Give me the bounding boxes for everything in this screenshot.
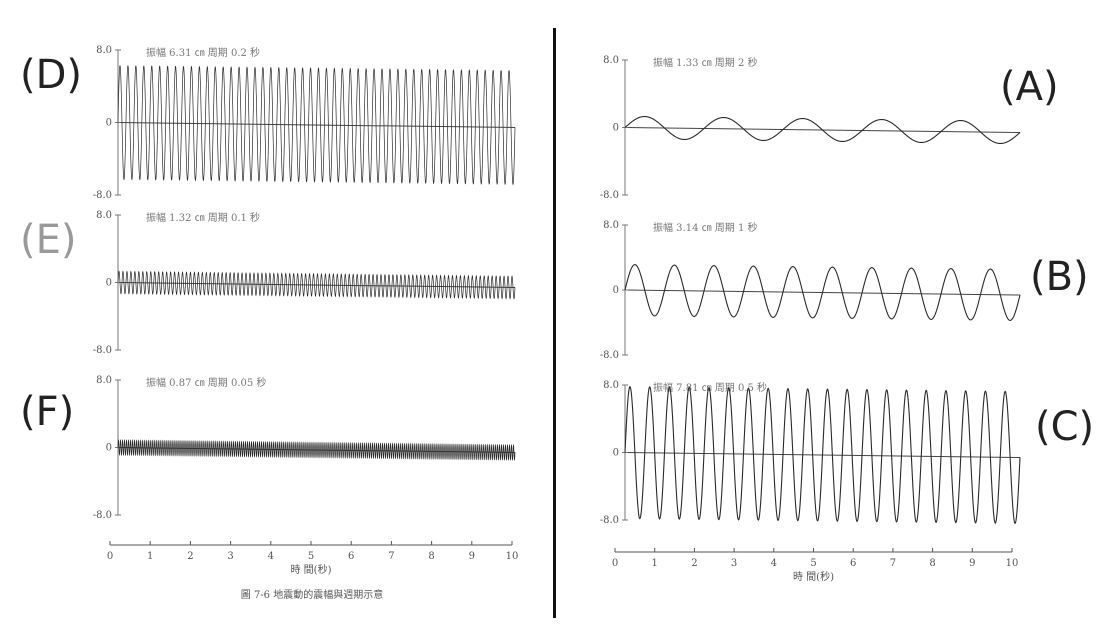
panel-letter: (E) (20, 217, 76, 263)
y-tick-label: 8.0 (603, 380, 619, 391)
figure-caption: 圖 7-6 地震動的震幅與週期示意 (241, 588, 383, 601)
y-tick-label: -8.0 (600, 190, 619, 201)
x-tick-label: 3 (731, 558, 737, 569)
panel-header: 振幅 3.14 ㎝ 周期 1 秒 (653, 221, 758, 234)
x-axis-label: 時 間(秒) (291, 563, 332, 576)
y-tick-label: -8.0 (93, 510, 112, 521)
panel-letter: (B) (1030, 254, 1089, 300)
panel-c: 8.0 0 -8.0 振幅 0.87 ㎝ 周期 0.05 秒 (F) (20, 375, 516, 521)
panel-a: 8.0 0 -8.0 振幅 6.31 ㎝ 周期 0.2 秒 (D) (20, 45, 516, 201)
x-tick-label: 5 (308, 551, 314, 562)
panel-header: 振幅 6.31 ㎝ 周期 0.2 秒 (146, 46, 260, 59)
x-tick-label: 5 (810, 558, 816, 569)
x-tick-label: 2 (691, 558, 697, 569)
y-tick-label: 0 (613, 285, 619, 296)
panel-header: 振幅 7.81 ㎝ 周期 0.5 秒 (653, 381, 767, 394)
waveform-line (624, 264, 1021, 321)
y-tick-label: -8.0 (600, 515, 619, 526)
panel-header: 振幅 1.32 ㎝ 周期 0.1 秒 (146, 211, 260, 224)
panel-b: 8.0 0 -8.0 振幅 1.32 ㎝ 周期 0.1 秒 (E) (20, 210, 516, 356)
time-axis-right: 0 1 2 3 4 5 6 7 8 9 10 時 間(秒) (612, 548, 1019, 583)
y-tick-label: 0 (106, 118, 112, 129)
x-tick-label: 4 (771, 558, 777, 569)
x-tick-label: 6 (348, 551, 354, 562)
time-axis-left: 0 1 2 3 4 5 6 7 8 9 10 時 間(秒) 圖 7-6 地震動的震幅與週期示意 (107, 541, 519, 601)
column-divider (553, 28, 556, 618)
x-tick-label: 8 (929, 558, 935, 569)
x-tick-label: 2 (187, 551, 193, 562)
x-tick-label: 0 (612, 558, 618, 569)
y-tick-label: -8.0 (93, 345, 112, 356)
panel-header: 振幅 1.33 ㎝ 周期 2 秒 (653, 56, 758, 69)
panel-d: 8.0 0 -8.0 振幅 1.33 ㎝ 周期 2 秒 (A) (600, 55, 1059, 201)
x-tick-label: 6 (850, 558, 856, 569)
panel-letter: (C) (1035, 404, 1094, 450)
y-tick-label: 8.0 (96, 375, 112, 386)
waveform-line (624, 385, 1021, 525)
x-tick-label: 10 (1006, 558, 1019, 569)
y-tick-label: 0 (613, 123, 619, 134)
y-tick-label: 0 (613, 448, 619, 459)
x-tick-label: 7 (890, 558, 896, 569)
y-tick-label: 0 (106, 278, 112, 289)
x-tick-label: 1 (147, 551, 153, 562)
y-tick-label: -8.0 (600, 350, 619, 361)
x-tick-label: 3 (227, 551, 233, 562)
y-tick-label: -8.0 (93, 190, 112, 201)
panel-letter: (D) (20, 52, 82, 98)
x-tick-label: 9 (969, 558, 975, 569)
waveform-line (117, 439, 516, 461)
x-axis-label: 時 間(秒) (793, 570, 834, 583)
x-tick-label: 9 (469, 551, 475, 562)
waveform-line (117, 270, 516, 300)
x-tick-label: 4 (268, 551, 274, 562)
panel-f: 8.0 0 -8.0 振幅 7.81 ㎝ 周期 0.5 秒 (C) (600, 380, 1094, 526)
x-tick-label: 1 (652, 558, 658, 569)
x-tick-label: 0 (107, 551, 113, 562)
y-tick-label: 8.0 (603, 55, 619, 66)
y-tick-label: 8.0 (96, 45, 112, 56)
y-tick-label: 0 (106, 443, 112, 454)
panel-header: 振幅 0.87 ㎝ 周期 0.05 秒 (146, 376, 266, 389)
panel-e: 8.0 0 -8.0 振幅 3.14 ㎝ 周期 1 秒 (B) (600, 220, 1089, 361)
waveform-line (624, 115, 1021, 145)
x-tick-label: 10 (506, 551, 519, 562)
waveform-line (117, 65, 516, 185)
panel-letter: (F) (20, 389, 74, 435)
y-tick-label: 8.0 (96, 210, 112, 221)
panel-letter: (A) (1000, 64, 1059, 110)
x-tick-label: 8 (428, 551, 434, 562)
x-tick-label: 7 (388, 551, 394, 562)
y-tick-label: 8.0 (603, 220, 619, 231)
